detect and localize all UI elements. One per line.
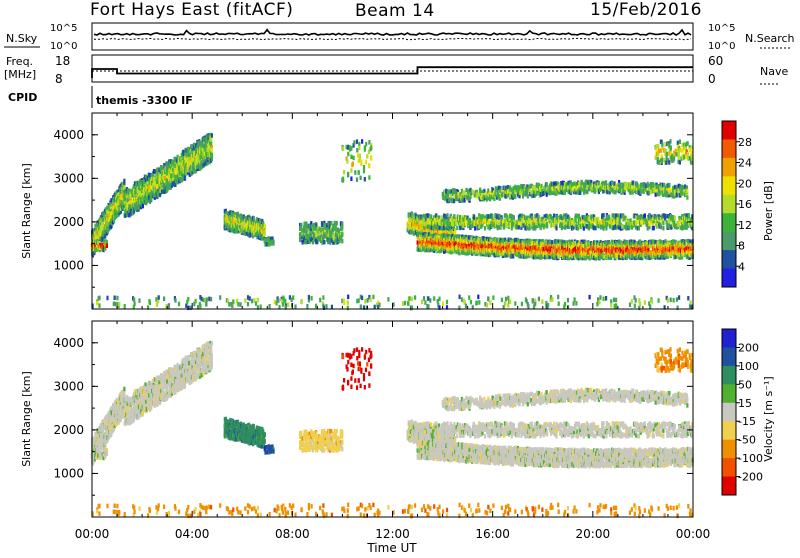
power-cell: [363, 165, 365, 170]
power-cell: [211, 133, 213, 138]
power-cell: [253, 216, 255, 221]
power-cell: [346, 159, 348, 164]
nsky-panel: [92, 23, 693, 50]
power-cell: [360, 160, 362, 165]
power-cell: [342, 147, 344, 152]
power-cell: [347, 173, 349, 178]
power-cell: [188, 147, 190, 152]
power-cell: [347, 145, 349, 150]
power-cell: [350, 146, 352, 151]
nave-label: Nave: [760, 65, 788, 78]
nave-tick-max: 60: [708, 54, 723, 68]
freq-unit: [MHz]: [4, 68, 36, 81]
power-heatmap: [91, 133, 694, 311]
power-cell: [512, 254, 514, 259]
power-cell: [350, 177, 352, 182]
power-cell: [417, 240, 419, 245]
freq-panel: [92, 55, 693, 82]
power-cell: [161, 189, 163, 194]
power-cell: [366, 154, 368, 159]
power-cell: [323, 240, 325, 245]
power-cell: [365, 142, 367, 147]
freq-series: [92, 67, 693, 78]
power-cell: [353, 140, 355, 145]
power-cell: [123, 179, 125, 184]
cpid-text: themis -3300 IF: [96, 94, 193, 107]
power-cell: [356, 148, 358, 153]
power-cell: [341, 239, 343, 244]
power-cell: [364, 147, 366, 152]
freq-tick-min: 8: [55, 72, 63, 86]
power-cell: [321, 240, 323, 245]
power-cell: [336, 221, 338, 226]
power-cell: [368, 175, 370, 180]
power-cell: [353, 156, 355, 161]
power-cell: [184, 176, 186, 181]
power-cell: [332, 228, 334, 233]
power-cell: [350, 155, 352, 160]
power-cell: [321, 221, 323, 226]
nsearch-tick-max: 10^5: [708, 23, 735, 34]
power-cell: [558, 254, 560, 258]
power-cell: [342, 177, 344, 182]
power-cell: [106, 244, 108, 249]
power-cell: [454, 230, 456, 235]
power-cell: [206, 147, 208, 152]
power-cell: [350, 168, 352, 173]
power-cell: [364, 177, 366, 182]
cpid-label: CPID: [8, 91, 37, 104]
power-cell: [264, 231, 266, 236]
power-cell: [370, 156, 372, 161]
station-title: Fort Hays East (fitACF): [90, 0, 293, 20]
power-cell: [264, 224, 266, 229]
power-cell: [183, 152, 185, 157]
power-cell: [341, 233, 343, 238]
power-cell: [347, 152, 349, 157]
power-cell: [358, 170, 360, 175]
power-cell: [211, 153, 213, 158]
power-cell: [352, 162, 354, 167]
power-cell: [368, 164, 370, 169]
power-cell: [359, 154, 361, 159]
nsearch-series: [94, 38, 691, 39]
power-cell: [266, 237, 268, 242]
nsky-label: N.Sky: [6, 32, 38, 45]
freq-label: Freq.: [6, 55, 33, 68]
power-cell: [551, 240, 553, 245]
power-cell: [300, 223, 302, 228]
power-cell: [333, 236, 335, 241]
power-cell: [354, 170, 356, 175]
power-cell: [361, 139, 363, 144]
nsky-series: [94, 30, 691, 35]
power-cell: [370, 146, 372, 151]
nsky-tick-max: 10^5: [50, 23, 77, 34]
nave-tick-min: 0: [708, 72, 716, 86]
power-cell: [330, 221, 332, 226]
nsky-tick-min: 10^0: [50, 41, 77, 52]
nsearch-tick-min: 10^0: [708, 41, 735, 52]
power-cell: [341, 222, 343, 227]
nsearch-label: N.Search: [745, 32, 795, 45]
power-cell: [358, 146, 360, 151]
date-label: 15/Feb/2016: [590, 0, 702, 20]
power-cell: [341, 226, 343, 231]
power-cell: [356, 177, 358, 182]
power-cell: [356, 139, 358, 144]
power-cell: [343, 170, 345, 175]
power-cell: [360, 176, 362, 181]
power-cell: [272, 241, 274, 246]
beam-label: Beam 14: [355, 1, 435, 21]
power-cell: [211, 148, 213, 153]
power-cell: [142, 204, 144, 209]
power-cell: [365, 160, 367, 165]
freq-tick-max: 18: [55, 54, 70, 68]
